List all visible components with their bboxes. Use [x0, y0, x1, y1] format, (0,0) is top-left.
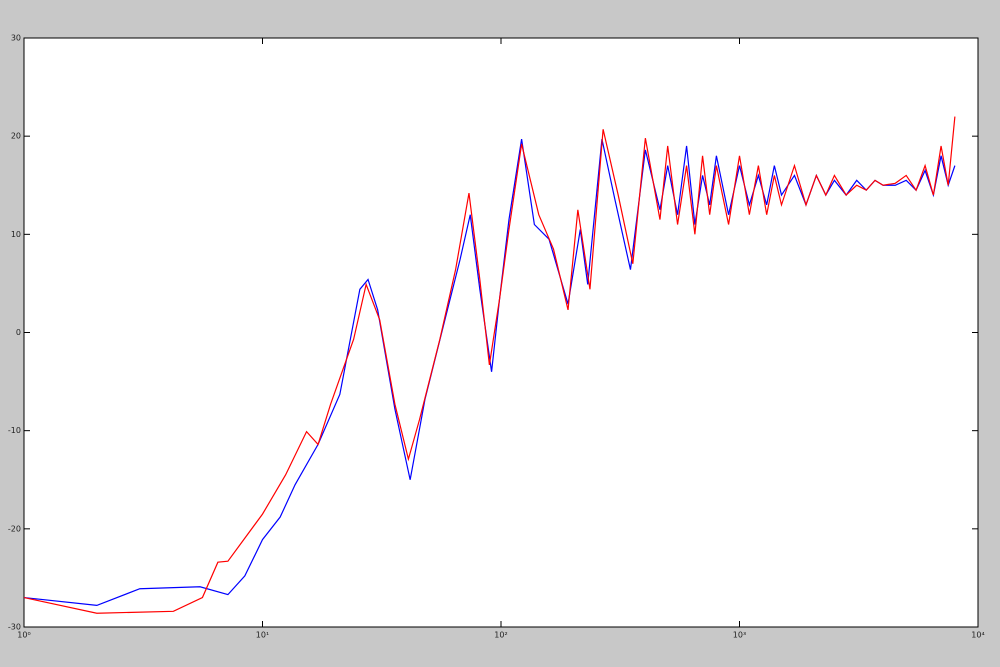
series-line: [23, 138, 956, 607]
x-tick-label: 10²: [494, 631, 507, 640]
x-tick-label: 10¹: [256, 631, 269, 640]
y-tick-label: -10: [8, 426, 21, 435]
series-line: [23, 116, 956, 614]
y-tick-label: 0: [16, 328, 21, 337]
y-tick-label: 20: [11, 132, 21, 141]
plot-area: [23, 37, 979, 628]
x-tick-label: 10⁰: [17, 631, 30, 640]
y-tick-label: -20: [8, 524, 21, 533]
y-tick-label: 10: [11, 230, 21, 239]
x-tick-label: 10³: [733, 631, 746, 640]
y-tick-label: 30: [11, 34, 21, 43]
y-tick-label: -30: [8, 623, 21, 632]
x-tick-label: 10⁴: [971, 631, 984, 640]
